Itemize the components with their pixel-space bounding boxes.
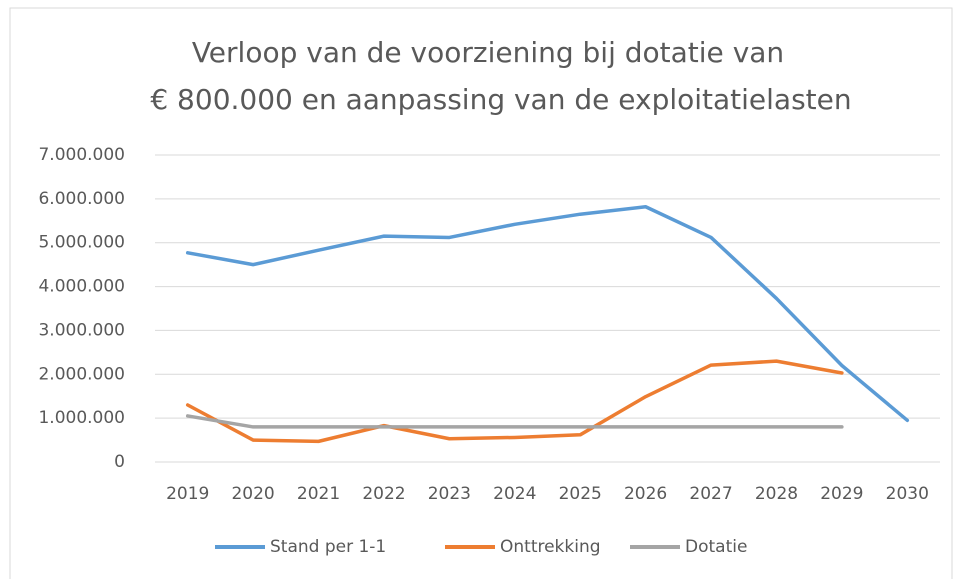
legend-label: Onttrekking (500, 537, 601, 557)
chart-frame (9, 7, 953, 579)
x-tick-label: 2027 (689, 484, 732, 504)
y-tick-label: 0 (114, 452, 125, 472)
y-tick-label: 2.000.000 (38, 364, 125, 384)
x-tick-label: 2024 (493, 484, 536, 504)
x-tick-label: 2020 (231, 484, 274, 504)
legend-label: Dotatie (685, 537, 747, 557)
x-tick-label: 2026 (624, 484, 667, 504)
x-tick-label: 2019 (166, 484, 209, 504)
x-tick-label: 2030 (886, 484, 929, 504)
series-line (185, 205, 910, 423)
x-tick-label: 2028 (755, 484, 798, 504)
x-tick-label: 2029 (820, 484, 863, 504)
chart-title: € 800.000 en aanpassing van de exploitat… (150, 83, 851, 116)
series-line (185, 359, 844, 444)
x-tick-label: 2025 (559, 484, 602, 504)
y-tick-label: 3.000.000 (38, 320, 125, 340)
series-line (185, 414, 844, 429)
y-tick-label: 7.000.000 (38, 145, 125, 165)
chart-title: Verloop van de voorziening bij dotatie v… (192, 36, 784, 69)
y-tick-label: 4.000.000 (38, 277, 125, 297)
legend-label: Stand per 1-1 (270, 537, 386, 557)
x-tick-label: 2022 (362, 484, 405, 504)
x-tick-label: 2021 (297, 484, 340, 504)
y-tick-label: 6.000.000 (38, 189, 125, 209)
y-tick-label: 1.000.000 (38, 408, 125, 428)
y-tick-label: 5.000.000 (38, 233, 125, 253)
x-tick-label: 2023 (428, 484, 471, 504)
